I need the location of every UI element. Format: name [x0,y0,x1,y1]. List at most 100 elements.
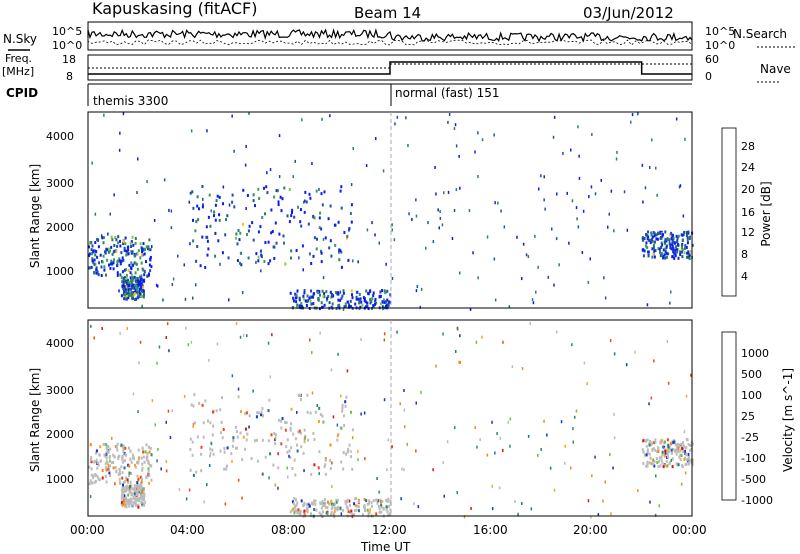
scatter-cell [118,289,120,293]
scatter-cell [403,408,406,412]
scatter-cell [346,236,348,240]
scatter-cell [107,250,110,254]
scatter-cell [454,426,456,430]
scatter-cell [149,257,152,261]
scatter-cell [367,512,370,516]
scatter-cell [222,185,225,189]
scatter-cell [587,499,590,503]
scatter-cell [230,452,233,456]
scatter-cell [127,488,130,491]
scatter-cell [341,508,344,512]
scatter-cell [213,214,215,218]
scatter-cell [651,441,653,445]
scatter-cell [142,242,145,246]
scatter-cell [358,301,361,305]
scatter-cell [143,270,146,274]
scatter-cell [90,324,92,328]
scatter-cell [348,304,351,308]
scatter-cell [612,466,614,470]
scatter-cell [277,466,280,470]
scatter-cell [96,237,98,241]
scatter-cell [669,301,671,305]
scatter-cell [399,402,401,406]
scatter-cell [683,458,686,461]
scatter-cell [108,468,111,472]
scatter-cell [350,509,353,513]
scatter-cell [342,307,345,311]
scatter-cell [246,432,249,436]
scatter-cell [192,218,194,222]
scatter-cell [356,504,359,508]
scatter-cell [400,497,402,501]
scatter-cell [651,237,653,241]
scatter-cell [363,504,366,508]
scatter-cell [459,186,461,190]
scatter-cell [448,113,451,116]
scatter-cell [349,212,352,215]
scatter-cell [132,392,135,396]
scatter-cell [130,273,133,277]
scatter-cell [140,500,143,504]
freq-unit: [MHz] [2,65,34,78]
scatter-cell [660,241,663,245]
scatter-cell [137,505,140,509]
scatter-cell [665,245,668,249]
scatter-cell [241,496,243,500]
scatter-cell [318,226,321,230]
scatter-cell [138,290,141,293]
scatter-cell [132,263,135,267]
scatter-cell [442,332,444,336]
scatter-cell [547,275,549,279]
scatter-cell [231,193,234,197]
scatter-cell [306,294,309,298]
scatter-cell [613,436,616,440]
scatter-cell [131,235,134,239]
scatter-cell [139,489,142,493]
scatter-cell [137,283,140,287]
scatter-cell [671,457,674,461]
scatter-cell [543,175,545,179]
scatter-cell [607,225,609,229]
scatter-cell [372,304,375,308]
scatter-cell [677,256,680,260]
scatter-cell [309,196,312,200]
scatter-cell [242,222,244,226]
scatter-cell [118,259,121,263]
scatter-cell [115,469,118,473]
scatter-cell [307,222,310,226]
scatter-cell [416,285,419,288]
scatter-cell [192,425,194,428]
scatter-cell [269,375,272,379]
scatter-cell [385,498,388,502]
scatter-cell [674,250,677,254]
scatter-cell [553,115,556,119]
scatter-cell [143,503,146,507]
scatter-cell [120,294,123,298]
scatter-cell [486,453,489,457]
scatter-cell [571,199,574,203]
scatter-cell [101,236,104,240]
scatter-cell [184,297,187,301]
scatter-cell [315,508,318,512]
scatter-cell [325,511,328,515]
scatter-cell [140,261,143,265]
scatter-cell [649,166,651,169]
scatter-cell [208,358,210,362]
scatter-cell [280,426,283,430]
station-title: Kapuskasing (fitACF) [92,0,257,18]
scatter-cell [666,464,669,468]
scatter-cell [381,305,384,309]
scatter-cell [411,218,413,221]
scatter-cell [340,296,343,300]
scatter-cell [396,330,398,334]
scatter-cell [125,498,128,502]
scatter-cell [308,296,311,300]
scatter-cell [630,120,632,124]
scatter-cell [674,443,677,447]
scatter-cell [660,439,663,443]
scatter-cell [336,508,339,512]
scatter-cell [396,115,399,119]
scatter-cell [241,458,244,462]
scatter-cell [127,282,130,286]
scatter-cell [344,500,347,504]
